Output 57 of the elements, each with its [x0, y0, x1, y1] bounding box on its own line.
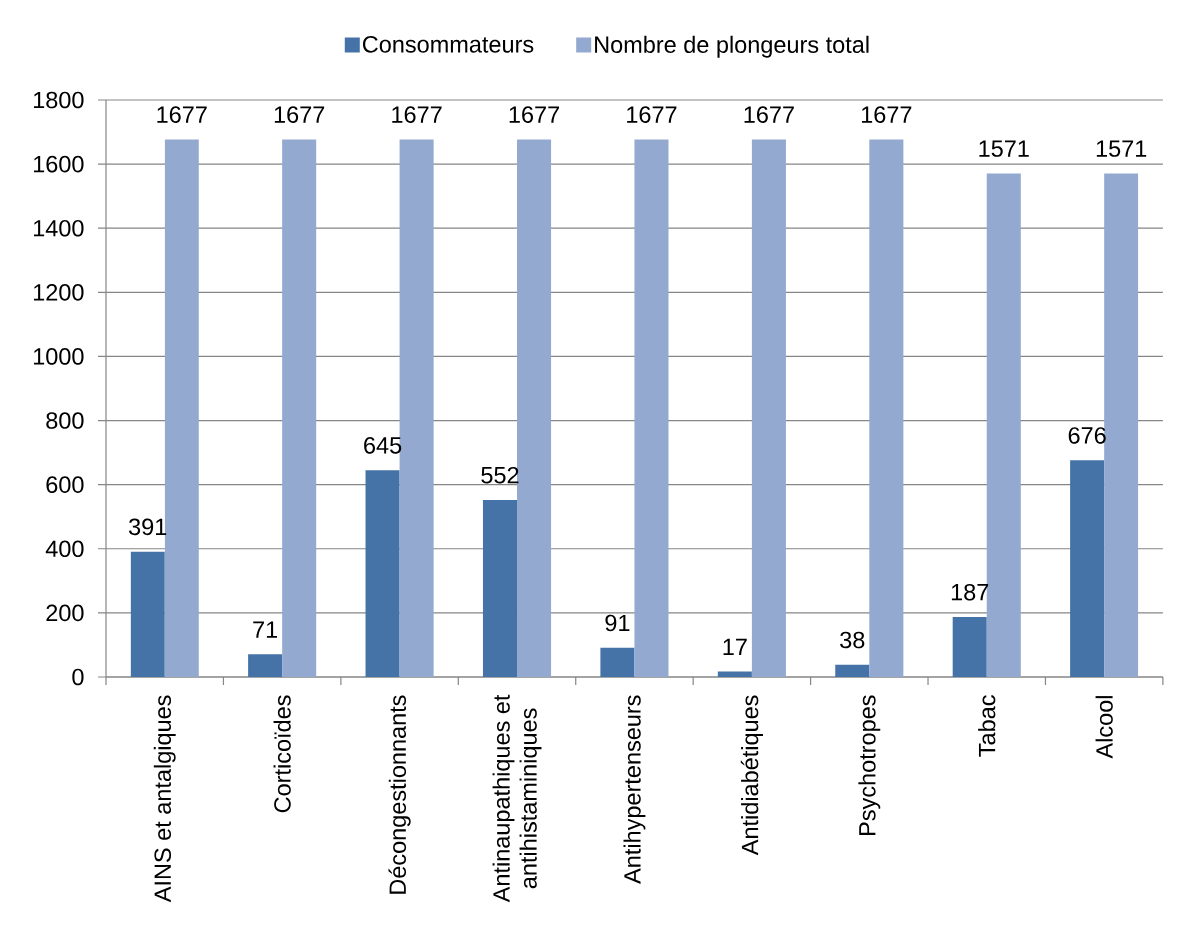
bar [517, 139, 552, 677]
data-label: 91 [605, 614, 630, 632]
y-tick-label: 200 [46, 604, 84, 622]
x-tick-label: Alcool [1095, 696, 1113, 759]
bar [869, 139, 904, 677]
data-label: 1677 [274, 106, 325, 123]
data-label: 1677 [509, 106, 559, 123]
data-label: 1677 [744, 106, 794, 123]
bar [399, 139, 434, 677]
y-tick-label: 1600 [33, 155, 84, 173]
data-label: 1677 [157, 106, 207, 123]
x-tick-label: Décongestionnants [388, 695, 411, 894]
data-label: 1677 [392, 106, 442, 123]
bar [282, 139, 317, 677]
bar [751, 139, 786, 677]
y-tick-label: 1400 [33, 219, 84, 237]
bar [130, 551, 165, 677]
x-tick-label: Tabac [978, 695, 996, 757]
bar [248, 654, 283, 677]
legend-label: Consommateurs [362, 36, 534, 53]
data-label: 391 [128, 518, 167, 536]
data-label: 38 [840, 631, 865, 649]
bar [717, 671, 752, 677]
x-tick-label: Corticoïdes [273, 695, 291, 813]
data-label: 1677 [627, 106, 677, 123]
x-tick-label: Antidiabétiques [740, 695, 763, 856]
data-label: 187 [951, 583, 989, 601]
data-label: 17 [723, 638, 747, 656]
y-tick-label: 1200 [33, 284, 84, 301]
x-tick-label: Antihypertenseurs [623, 695, 646, 884]
bar [1070, 460, 1105, 677]
data-label: 1677 [861, 106, 912, 123]
y-tick-label: 400 [45, 540, 84, 558]
data-label: 1571 [979, 140, 1029, 157]
y-tick-label: 800 [46, 412, 84, 429]
legend-label: Nombre de plongeurs total [595, 35, 869, 58]
x-tick-label: Psychotropes [858, 695, 881, 835]
data-label: 676 [1068, 427, 1106, 444]
data-label: 645 [364, 437, 402, 454]
bar [164, 139, 199, 677]
bar [482, 500, 518, 677]
data-label: 1571 [1096, 140, 1147, 157]
data-label: 71 [253, 621, 278, 638]
bar [365, 470, 400, 677]
y-tick-label: 0 [72, 668, 84, 686]
y-tick-label: 1000 [33, 348, 84, 365]
data-label: 552 [481, 466, 519, 484]
x-tick-label: AINS et antalgiques [153, 695, 176, 903]
y-tick-label: 600 [46, 476, 84, 493]
x-tick-label: Antinaupathiques et antihistaminiques [492, 694, 542, 903]
y-tick-label: 1800 [33, 91, 84, 109]
bar [986, 173, 1021, 677]
bar [634, 139, 669, 677]
bar [952, 617, 987, 677]
bar [835, 664, 870, 677]
bar [600, 647, 635, 677]
bar [1104, 173, 1139, 677]
